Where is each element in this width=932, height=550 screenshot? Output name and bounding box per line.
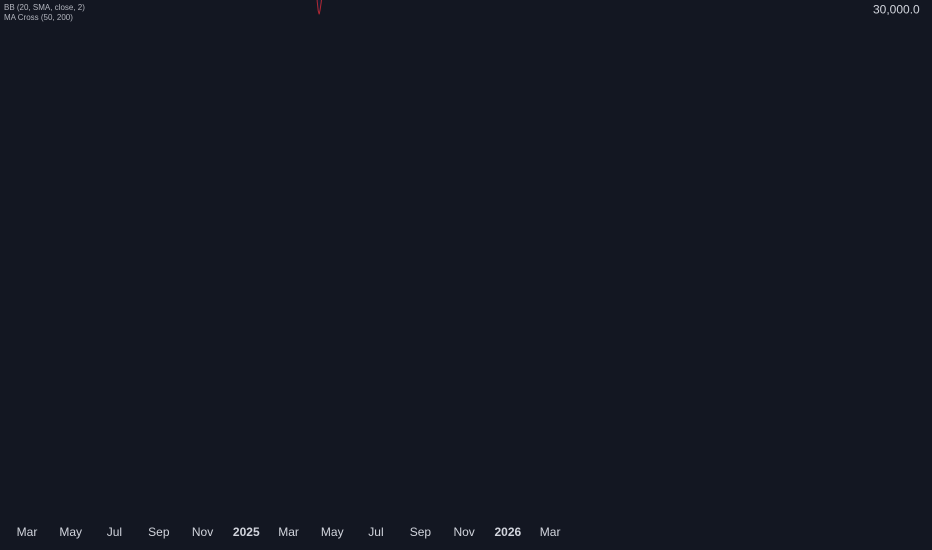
legend-bb: BB (20, SMA, close, 2)	[4, 3, 85, 12]
x-axis-tick-label: Sep	[410, 525, 432, 539]
x-axis-tick-label: Jul	[107, 525, 122, 539]
x-axis-tick-label: Mar	[278, 525, 299, 539]
x-axis-tick-label: Nov	[192, 525, 213, 539]
x-axis-tick-label: Jul	[368, 525, 383, 539]
x-axis-tick-label: Nov	[453, 525, 474, 539]
x-axis-tick-label: Sep	[148, 525, 170, 539]
x-axis-tick-label: 2026	[494, 525, 521, 539]
x-axis-tick-label: May	[59, 525, 82, 539]
x-axis-tick-label: May	[321, 525, 344, 539]
x-axis-tick-label: 2025	[233, 525, 260, 539]
legend-ma-cross: MA Cross (50, 200)	[4, 13, 73, 22]
y-axis-tick-label: 30,000.0	[873, 2, 920, 16]
x-axis-tick-label: Mar	[17, 525, 38, 539]
indicator-legend: BB (20, SMA, close, 2) MA Cross (50, 200…	[4, 3, 85, 23]
x-axis-tick-label: Mar	[540, 525, 561, 539]
